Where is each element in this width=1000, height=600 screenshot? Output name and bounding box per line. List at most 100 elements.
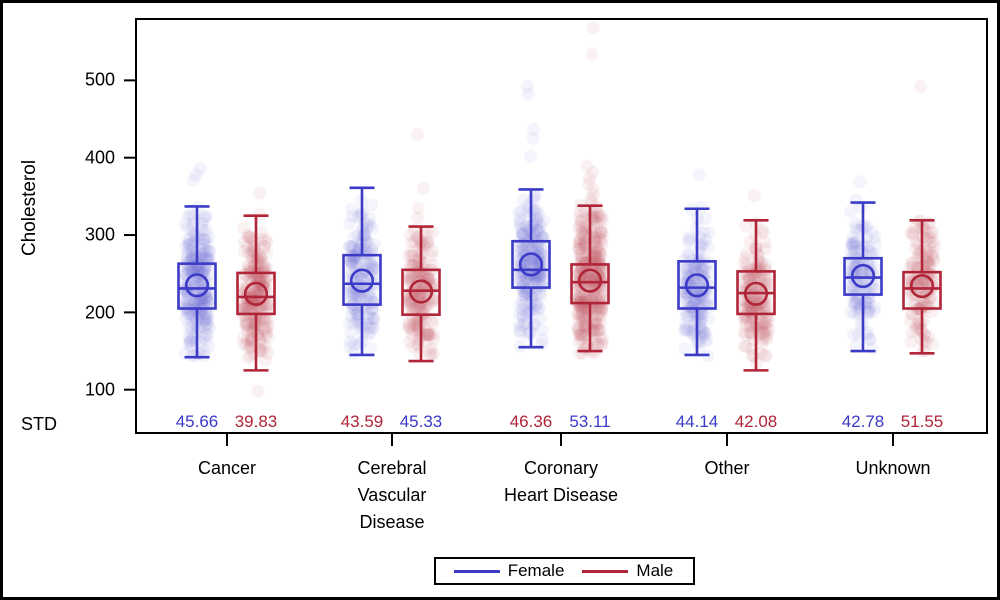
scatter-point bbox=[577, 309, 591, 323]
scatter-point bbox=[251, 328, 265, 342]
scatter-point bbox=[184, 332, 198, 346]
scatter-point bbox=[363, 212, 377, 226]
scatter-point bbox=[861, 307, 875, 321]
scatter-point bbox=[573, 302, 587, 316]
scatter-point bbox=[191, 258, 205, 272]
scatter-point bbox=[346, 265, 360, 279]
scatter-point bbox=[408, 302, 422, 316]
scatter-point bbox=[352, 314, 366, 328]
scatter-point bbox=[367, 321, 381, 335]
scatter-point bbox=[589, 291, 603, 305]
scatter-point bbox=[692, 274, 706, 288]
scatter-point bbox=[738, 319, 752, 333]
scatter-point bbox=[761, 314, 775, 328]
scatter-point bbox=[759, 263, 773, 277]
outlier-point bbox=[410, 128, 424, 142]
scatter-point bbox=[344, 254, 358, 268]
scatter-point bbox=[738, 251, 752, 265]
scatter-point bbox=[513, 319, 527, 333]
scatter-point bbox=[252, 288, 266, 302]
scatter-point bbox=[260, 314, 274, 328]
scatter-point bbox=[343, 316, 357, 330]
scatter-point bbox=[426, 291, 440, 305]
scatter-point bbox=[755, 223, 769, 237]
scatter-point bbox=[190, 258, 204, 272]
scatter-point bbox=[903, 314, 917, 328]
scatter-point bbox=[920, 249, 934, 263]
scatter-point bbox=[906, 261, 920, 275]
scatter-point bbox=[259, 233, 273, 247]
scatter-point bbox=[405, 267, 419, 281]
scatter-point bbox=[367, 302, 381, 316]
scatter-point bbox=[699, 335, 713, 349]
scatter-point bbox=[345, 291, 359, 305]
scatter-point bbox=[361, 256, 375, 270]
scatter-point bbox=[573, 291, 587, 305]
scatter-point bbox=[702, 312, 716, 326]
scatter-point bbox=[426, 346, 440, 360]
scatter-point bbox=[575, 249, 589, 263]
scatter-point bbox=[196, 237, 210, 251]
scatter-point bbox=[351, 291, 365, 305]
scatter-point bbox=[257, 321, 271, 335]
scatter-point bbox=[906, 226, 920, 240]
scatter-point bbox=[756, 328, 770, 342]
scatter-point bbox=[360, 221, 374, 235]
scatter-point bbox=[742, 270, 756, 284]
scatter-point bbox=[516, 279, 530, 293]
scatter-point bbox=[258, 339, 272, 353]
scatter-point bbox=[513, 216, 527, 230]
scatter-point bbox=[240, 240, 254, 254]
scatter-point bbox=[572, 221, 586, 235]
scatter-point bbox=[849, 286, 863, 300]
scatter-point bbox=[921, 256, 935, 270]
scatter-point bbox=[516, 302, 530, 316]
scatter-point bbox=[927, 240, 941, 254]
scatter-point bbox=[513, 298, 527, 312]
scatter-point bbox=[513, 240, 527, 254]
scatter-point bbox=[257, 240, 271, 254]
scatter-point bbox=[247, 258, 261, 272]
scatter-point bbox=[531, 207, 545, 221]
scatter-point bbox=[426, 328, 440, 342]
scatter-point bbox=[697, 263, 711, 277]
scatter-point bbox=[578, 235, 592, 249]
scatter-point bbox=[702, 291, 716, 305]
scatter-point bbox=[697, 325, 711, 339]
y-tick-label-100: 100 bbox=[84, 379, 115, 400]
scatter-point bbox=[846, 230, 860, 244]
scatter-point bbox=[183, 237, 197, 251]
scatter-point bbox=[755, 281, 769, 295]
scatter-point bbox=[571, 298, 585, 312]
scatter-point bbox=[861, 240, 875, 254]
scatter-point bbox=[591, 323, 605, 337]
scatter-point bbox=[350, 307, 364, 321]
scatter-point bbox=[407, 319, 421, 333]
scatter-point bbox=[367, 237, 381, 251]
scatter-point bbox=[421, 226, 435, 240]
scatter-point bbox=[685, 300, 699, 314]
outlier-point bbox=[580, 159, 594, 173]
scatter-point bbox=[183, 263, 197, 277]
scatter-point bbox=[698, 328, 712, 342]
scatter-point bbox=[698, 261, 712, 275]
scatter-point bbox=[574, 263, 588, 277]
scatter-point bbox=[574, 328, 588, 342]
scatter-point bbox=[528, 258, 542, 272]
scatter-point bbox=[534, 279, 548, 293]
scatter-point bbox=[343, 240, 357, 254]
scatter-point bbox=[695, 261, 709, 275]
scatter-point bbox=[182, 209, 196, 223]
scatter-point bbox=[743, 319, 757, 333]
scatter-point bbox=[199, 209, 213, 223]
scatter-point bbox=[848, 240, 862, 254]
scatter-point bbox=[237, 337, 251, 351]
scatter-point bbox=[188, 319, 202, 333]
scatter-point bbox=[517, 228, 531, 242]
scatter-point bbox=[180, 251, 194, 265]
scatter-point bbox=[737, 274, 751, 288]
scatter-point bbox=[200, 286, 214, 300]
scatter-point bbox=[851, 305, 865, 319]
scatter-point bbox=[406, 258, 420, 272]
scatter-point bbox=[423, 328, 437, 342]
